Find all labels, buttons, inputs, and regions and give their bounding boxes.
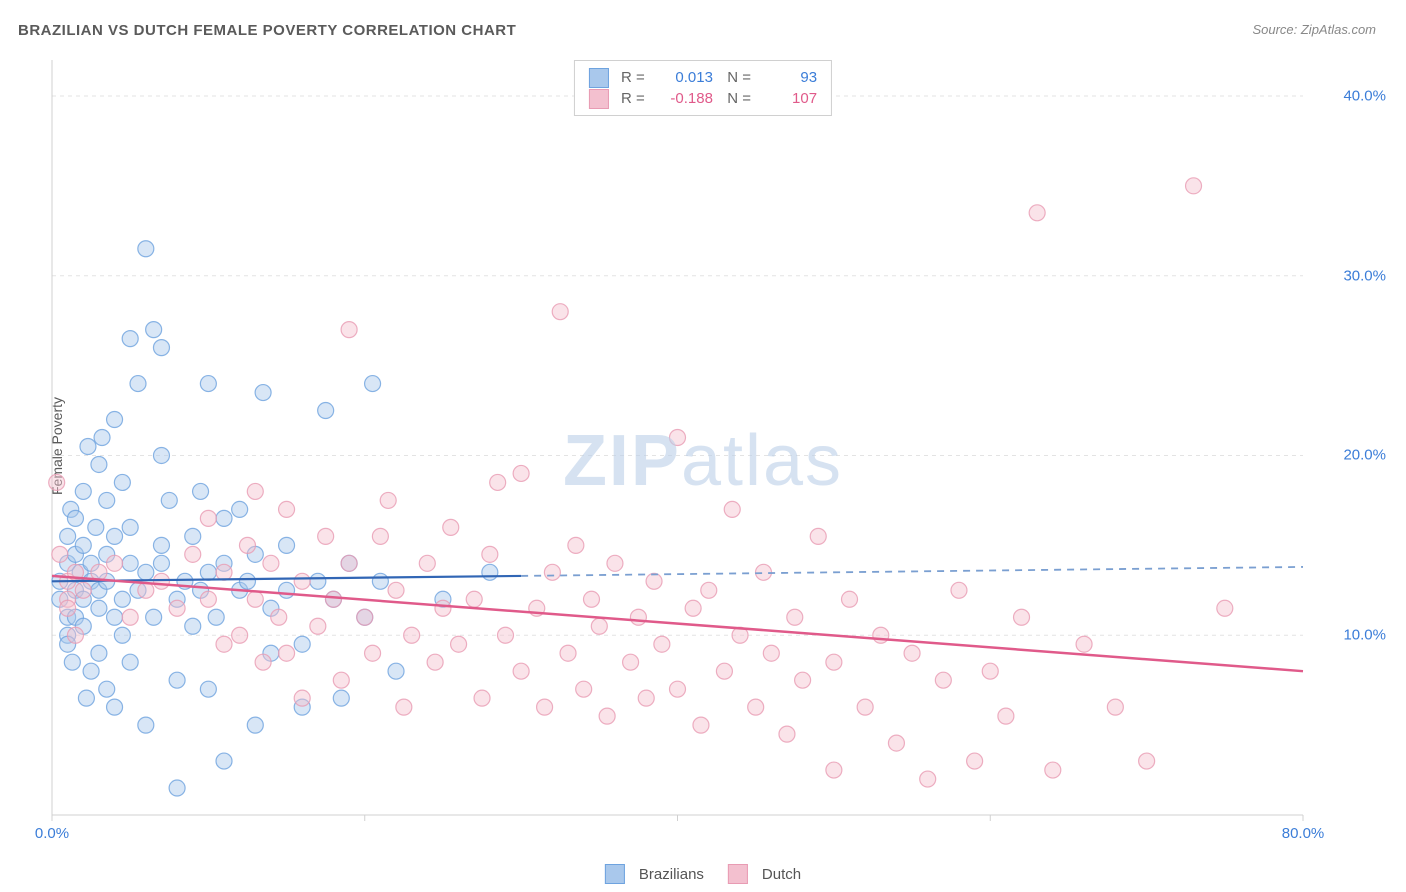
bottom-legend: Brazilians Dutch (605, 864, 801, 884)
y-tick-label: 10.0% (1343, 627, 1386, 644)
r-label: R = (621, 67, 647, 88)
y-tick-label: 20.0% (1343, 447, 1386, 464)
swatch-dutch (728, 864, 748, 884)
r-value-dutch: -0.188 (653, 88, 713, 109)
chart-title: BRAZILIAN VS DUTCH FEMALE POVERTY CORREL… (18, 22, 516, 39)
n-label: N = (719, 67, 751, 88)
n-label: N = (719, 88, 751, 109)
legend-label-brazilians: Brazilians (639, 866, 704, 883)
n-value-brazilians: 93 (757, 67, 817, 88)
stats-row-dutch: R = -0.188 N = 107 (589, 88, 817, 109)
legend-item-brazilians: Brazilians (605, 864, 704, 884)
r-value-brazilians: 0.013 (653, 67, 713, 88)
chart-container: BRAZILIAN VS DUTCH FEMALE POVERTY CORREL… (0, 0, 1406, 892)
legend-label-dutch: Dutch (762, 866, 801, 883)
legend-item-dutch: Dutch (728, 864, 801, 884)
x-tick-label: 80.0% (1282, 825, 1325, 842)
y-tick-label: 40.0% (1343, 87, 1386, 104)
n-value-dutch: 107 (757, 88, 817, 109)
r-label: R = (621, 88, 647, 109)
swatch-brazilians (605, 864, 625, 884)
source-label: Source: ZipAtlas.com (1252, 22, 1376, 37)
scatter-plot (48, 55, 1373, 835)
y-tick-label: 30.0% (1343, 267, 1386, 284)
stats-legend-box: R = 0.013 N = 93 R = -0.188 N = 107 (574, 60, 832, 116)
x-tick-label: 0.0% (35, 825, 69, 842)
stats-row-brazilians: R = 0.013 N = 93 (589, 67, 817, 88)
swatch-dutch (589, 89, 609, 109)
swatch-brazilians (589, 68, 609, 88)
